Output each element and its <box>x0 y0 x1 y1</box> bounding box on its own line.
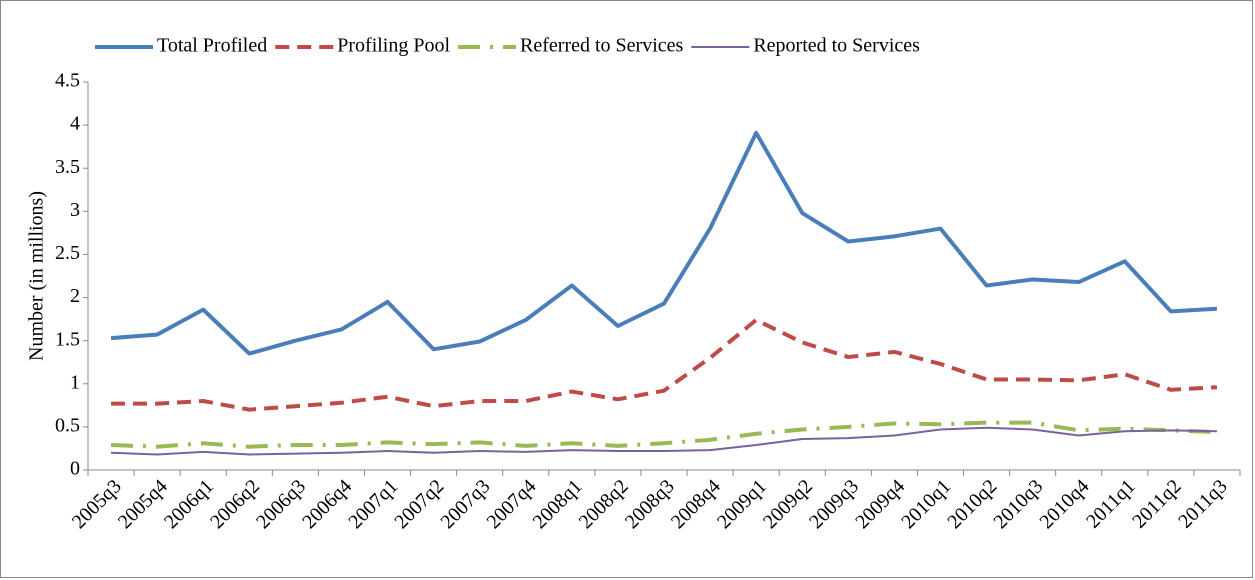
y-tick-label: 0 <box>70 458 80 480</box>
y-tick-label: 1 <box>70 371 80 393</box>
legend-label: Profiling Pool <box>337 35 450 57</box>
y-tick-label: 2.5 <box>55 242 80 264</box>
legend-label: Referred to Services <box>520 35 683 57</box>
y-tick-label: 3.5 <box>55 156 80 178</box>
legend-label: Reported to Services <box>753 35 920 57</box>
y-tick-label: 2 <box>70 285 80 307</box>
y-tick-label: 0.5 <box>55 414 80 436</box>
legend-label: Total Profiled <box>157 35 267 57</box>
y-tick-label: 1.5 <box>55 328 80 350</box>
y-tick-label: 4.5 <box>55 70 80 92</box>
series-line <box>111 317 1218 412</box>
y-tick-label: 4 <box>70 113 80 135</box>
series-line <box>111 426 1217 456</box>
series-line <box>110 130 1218 356</box>
y-axis-label: Number (in millions) <box>26 191 48 361</box>
series-line <box>110 420 1218 449</box>
y-tick-label: 3 <box>70 199 80 221</box>
